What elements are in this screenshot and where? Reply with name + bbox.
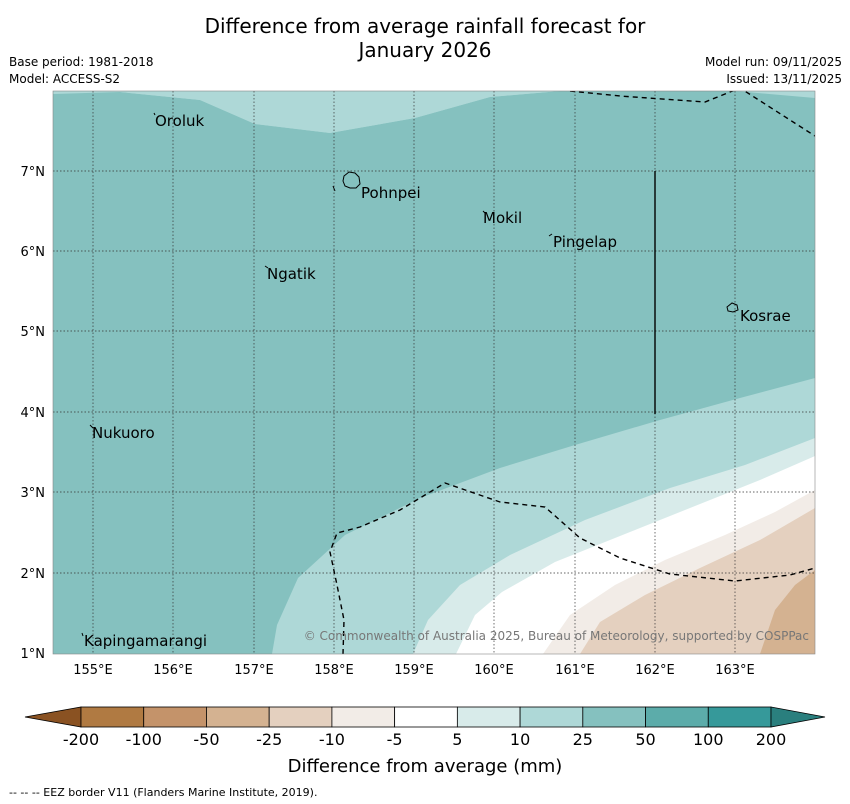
place-labels: Oroluk Pohnpei Mokil Pingelap Ngatik Kos… (84, 112, 791, 650)
colorbar-swatch (394, 706, 458, 728)
island-outlines (81, 112, 739, 637)
eez-borders (329, 91, 815, 654)
lon-tick: 163°E (715, 663, 755, 678)
model-label: Model: ACCESS-S2 (9, 72, 121, 86)
pohnpei-islet (332, 185, 336, 192)
colorbar-swatch (206, 706, 270, 728)
rainfall-contours (53, 91, 815, 654)
colorbar-tick-label: -100 (126, 730, 162, 749)
base-period-label: Base period: 1981-2018 (9, 55, 154, 69)
place-label-pingelap: Pingelap (553, 233, 617, 251)
kapingamarangi-mark (81, 632, 84, 637)
place-label-oroluk: Oroluk (155, 112, 204, 130)
colorbar-tick-label: -5 (387, 730, 403, 749)
latitude-axis: 7°N 6°N 5°N 4°N 3°N 2°N 1°N (21, 165, 46, 662)
issued-label: Issued: 13/11/2025 (726, 72, 842, 86)
colorbar (24, 706, 826, 728)
colorbar-tick-label: 5 (452, 730, 462, 749)
ngatik-mark (264, 265, 269, 269)
eez-border-south (329, 482, 815, 654)
lon-tick: 158°E (314, 663, 354, 678)
lat-tick: 2°N (21, 567, 46, 582)
colorbar-tick-label: -200 (63, 730, 99, 749)
place-label-nukuoro: Nukuoro (92, 424, 155, 442)
colorbar-tick-label: 10 (510, 730, 530, 749)
colorbar-swatch (519, 706, 584, 728)
colorbar-swatch (456, 706, 521, 728)
colorbar-tick-label: 25 (573, 730, 593, 749)
lat-tick: 3°N (21, 486, 46, 501)
contour-neg25-neg50 (760, 570, 815, 654)
lat-tick: 1°N (21, 647, 46, 662)
oroluk-mark (153, 112, 156, 116)
colorbar-tick-label: 50 (635, 730, 655, 749)
place-label-ngatik: Ngatik (267, 265, 316, 283)
contour-neg10-neg25 (580, 508, 815, 654)
longitude-axis: 155°E 156°E 157°E 158°E 159°E 160°E 161°… (73, 663, 755, 678)
lat-tick: 6°N (21, 245, 46, 260)
colorbar-tick-label: -10 (319, 730, 345, 749)
colorbar-tick-label: -50 (193, 730, 219, 749)
lon-tick: 156°E (153, 663, 193, 678)
place-label-pohnpei: Pohnpei (361, 184, 421, 202)
colorbar-extend-low (24, 706, 82, 728)
colorbar-tick-label: -25 (256, 730, 282, 749)
pingelap-mark (548, 233, 553, 237)
colorbar-swatch (645, 706, 709, 728)
colorbar-ticks: -200 -100 -50 -25 -10 -5 5 10 25 50 100 200 (63, 730, 786, 749)
lon-tick: 162°E (635, 663, 675, 678)
kosrae-outline (726, 302, 739, 313)
chart-title-line1: Difference from average rainfall forecas… (204, 14, 646, 38)
model-run-label: Model run: 09/11/2025 (704, 55, 842, 69)
lon-tick: 159°E (394, 663, 434, 678)
eez-footnote: -- -- -- EEZ border V11 (Flanders Marine… (9, 786, 318, 799)
chart-title-line2: January 2026 (358, 38, 492, 62)
lon-tick: 157°E (234, 663, 274, 678)
lon-tick: 160°E (474, 663, 514, 678)
map-frame (52, 90, 816, 655)
lat-tick: 5°N (21, 325, 46, 340)
lat-tick: 7°N (21, 165, 46, 180)
lat-tick: 4°N (21, 406, 46, 421)
colorbar-tick-label: 100 (693, 730, 724, 749)
colorbar-swatch (582, 706, 646, 728)
nukuoro-mark (89, 424, 94, 429)
colorbar-swatch (143, 706, 207, 728)
lon-tick: 161°E (555, 663, 595, 678)
place-label-kapingamarangi: Kapingamarangi (84, 632, 207, 650)
colorbar-extend-high (770, 706, 826, 728)
lon-tick: 155°E (73, 663, 113, 678)
contour-10-25-north-b (53, 91, 560, 133)
colorbar-swatch (707, 706, 772, 728)
colorbar-tick-label: 200 (756, 730, 787, 749)
eez-border-north (569, 91, 815, 137)
colorbar-label: Difference from average (mm) (288, 756, 563, 777)
colorbar-swatch (268, 706, 333, 728)
colorbar-swatch (80, 706, 145, 728)
colorbar-swatch (331, 706, 396, 728)
pohnpei-outline (342, 171, 361, 189)
mokil-mark (482, 210, 486, 214)
place-label-mokil: Mokil (483, 209, 522, 227)
graticule (53, 91, 815, 654)
place-label-kosrae: Kosrae (740, 307, 791, 325)
copyright-notice: © Commonwealth of Australia 2025, Bureau… (304, 629, 809, 643)
